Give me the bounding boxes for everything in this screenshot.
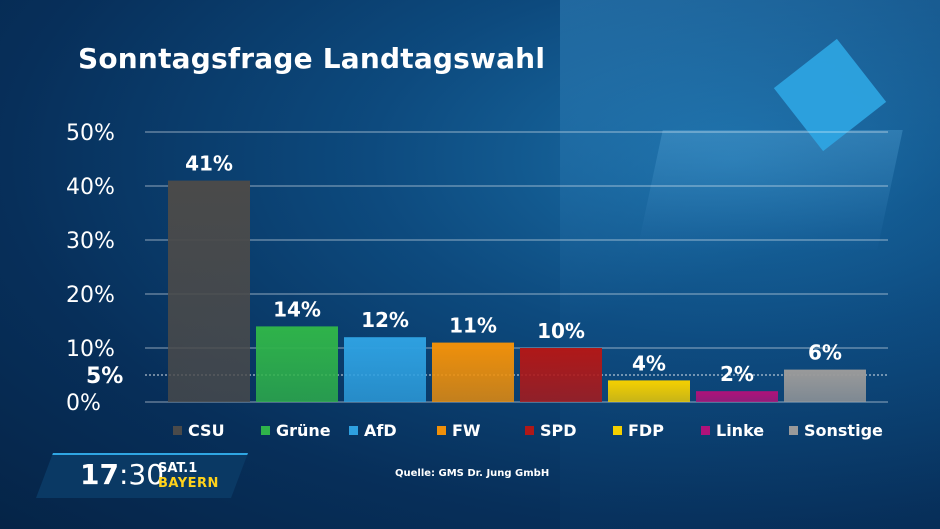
value-label: 2% (720, 362, 754, 386)
channel-band (36, 453, 248, 498)
clock-separator: : (118, 458, 129, 491)
bar-afd (344, 337, 426, 402)
y-tick-label: 40% (66, 175, 115, 200)
legend-swatch (789, 426, 798, 435)
value-label: 6% (808, 341, 842, 365)
value-label: 10% (537, 319, 585, 343)
value-label: 12% (361, 308, 409, 332)
value-label: 4% (632, 351, 666, 375)
category-label: Sonstige (804, 421, 883, 440)
clock-hours: 17 (80, 458, 119, 491)
y-tick-label: 50% (66, 121, 115, 146)
chart-title: Sonntagsfrage Landtagswahl (78, 42, 546, 75)
y-tick-label: 20% (66, 283, 115, 308)
legend-swatch (261, 426, 270, 435)
bar-sonstige (784, 369, 866, 402)
category-label: Grüne (276, 421, 331, 440)
category-label: FW (452, 421, 481, 440)
bar-fdp (608, 380, 690, 402)
threshold-label: 5% (86, 364, 123, 389)
category-label: FDP (628, 421, 664, 440)
category-label: AfD (364, 421, 397, 440)
clock-display: 17:30 (80, 458, 164, 491)
legend-swatch (701, 426, 710, 435)
category-label: Linke (716, 421, 764, 440)
legend-swatch (349, 426, 358, 435)
channel-region: BAYERN (158, 476, 219, 491)
channel-name: SAT.1 (158, 461, 198, 476)
legend-swatch (613, 426, 622, 435)
category-label: CSU (188, 421, 225, 440)
bars (168, 180, 866, 402)
legend-swatch (437, 426, 446, 435)
bar-fw (432, 342, 514, 402)
background-glow (560, 0, 940, 529)
value-labels: 41% 14% 12% 11% 10% 4% 2% 6% (185, 152, 842, 387)
channel-logo: SAT.1 BAYERN (158, 461, 219, 491)
category-label: SPD (540, 421, 577, 440)
category-legend: CSU Grüne AfD FW SPD FDP Linke Sonstige (173, 421, 883, 440)
clock-minutes: 30 (128, 458, 165, 491)
source-note: Quelle: GMS Dr. Jung GmbH (395, 468, 550, 479)
legend-swatch (525, 426, 534, 435)
bar-spd (520, 348, 602, 402)
value-label: 41% (185, 152, 233, 176)
value-label: 14% (273, 297, 321, 321)
value-label: 11% (449, 314, 497, 338)
bar-grüne (256, 326, 338, 402)
y-tick-label: 0% (66, 391, 101, 416)
bar-linke (696, 391, 778, 402)
y-tick-label: 30% (66, 229, 115, 254)
y-axis-labels: 0% 10% 20% 30% 40% 50% 5% (66, 121, 123, 416)
bar-csu (168, 180, 250, 402)
y-tick-label: 10% (66, 337, 115, 362)
legend-swatch (173, 426, 182, 435)
